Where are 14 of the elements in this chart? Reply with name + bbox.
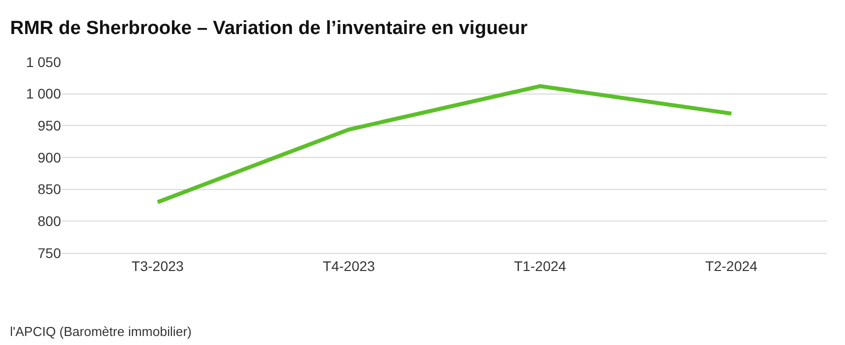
y-tick-label: 1 050 xyxy=(26,54,62,70)
text: l'APCIQ (Baromètre immobilier) xyxy=(10,324,192,339)
y-tick-label: 1 000 xyxy=(26,86,62,102)
chart-title: RMR de Sherbrooke – Variation de l’inventaire en vigueur xyxy=(10,18,528,39)
y-tick-label: 900 xyxy=(38,149,62,166)
line-series xyxy=(156,84,734,204)
x-tick-label: T4-2023 xyxy=(322,258,376,274)
y-tick-label: 750 xyxy=(38,244,62,261)
x-tick-label: T3-2023 xyxy=(132,258,184,274)
x-tick-label: T2-2024 xyxy=(705,258,758,274)
x-tick-label: T1-2024 xyxy=(514,258,566,274)
y-tick-label: 950 xyxy=(38,118,62,134)
y-tick-label: 850 xyxy=(38,181,62,198)
y-tick-label: 800 xyxy=(38,213,62,230)
